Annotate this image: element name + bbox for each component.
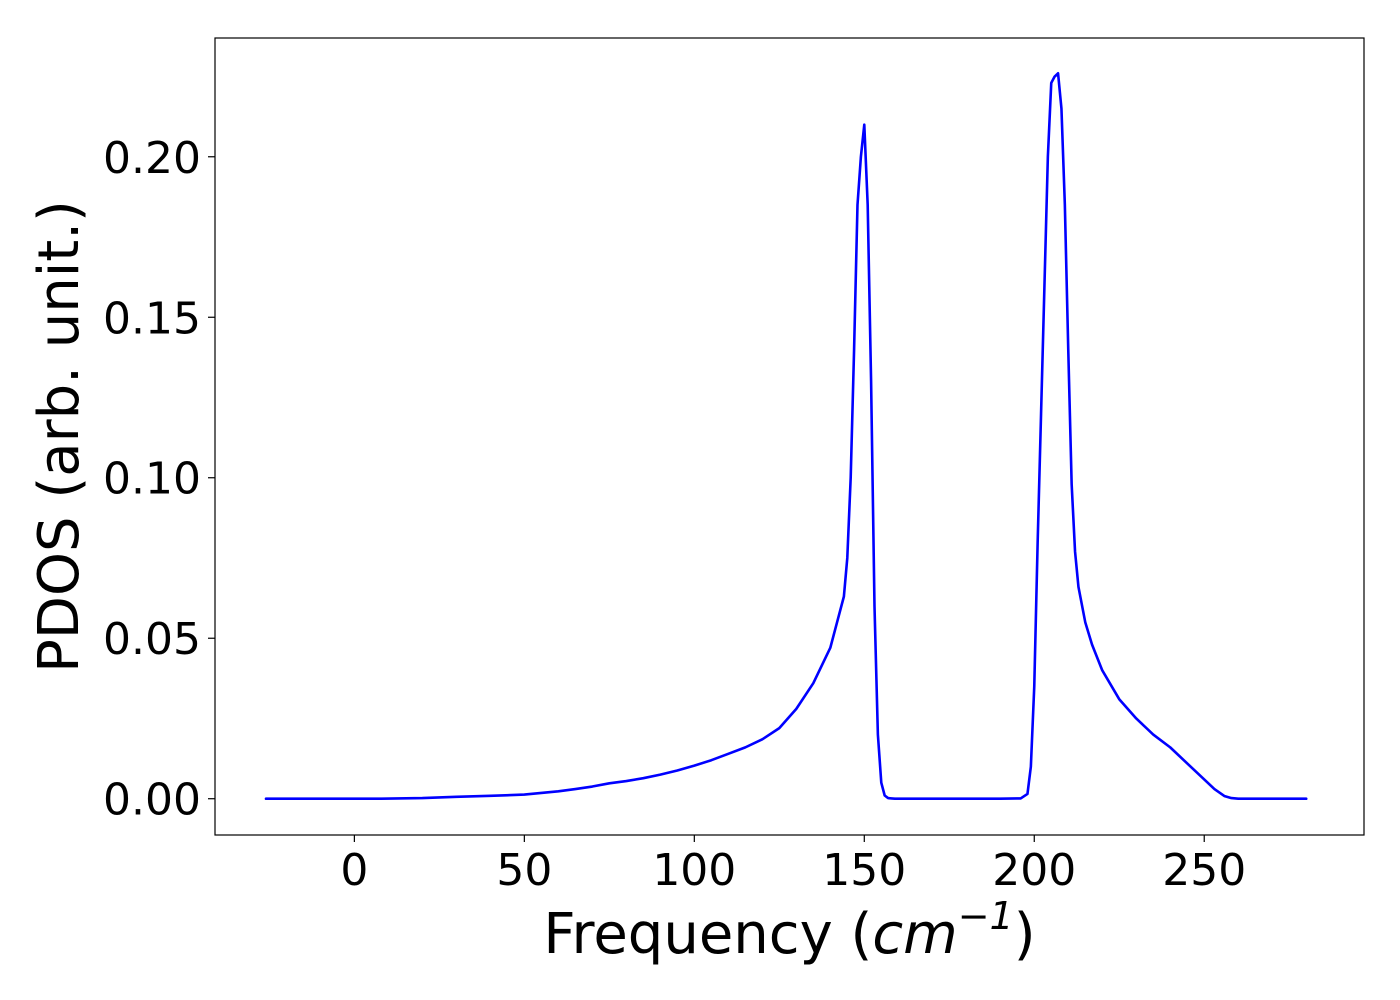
- x-tick-label: 200: [992, 845, 1076, 896]
- x-tick-label: 50: [496, 845, 552, 896]
- pdos-series-line: [264, 72, 1308, 801]
- x-axis-label: Frequency (cm−1): [543, 894, 1035, 967]
- x-tick-label: 100: [652, 845, 736, 896]
- y-tick-label: 0.15: [103, 293, 201, 344]
- x-axis-unit-base: cm: [872, 902, 957, 967]
- x-tick-label: 150: [822, 845, 906, 896]
- y-axis-ticks: 0.00 0.05 0.10 0.15 0.20: [103, 133, 215, 826]
- x-tick-label: 250: [1162, 845, 1246, 896]
- y-axis-label: PDOS (arb. unit.): [27, 200, 92, 673]
- y-tick-label: 0.10: [103, 454, 201, 505]
- x-axis-ticks: 0 50 100 150 200 250: [340, 835, 1246, 896]
- x-axis-unit-exponent: −1: [958, 894, 1014, 938]
- y-tick-label: 0.00: [103, 775, 201, 826]
- x-axis-label-suffix: ): [1014, 902, 1036, 967]
- y-tick-label: 0.05: [103, 614, 201, 665]
- y-tick-label: 0.20: [103, 133, 201, 184]
- x-tick-label: 0: [340, 845, 368, 896]
- plot-frame: [214, 37, 1365, 836]
- series-group: [264, 72, 1308, 801]
